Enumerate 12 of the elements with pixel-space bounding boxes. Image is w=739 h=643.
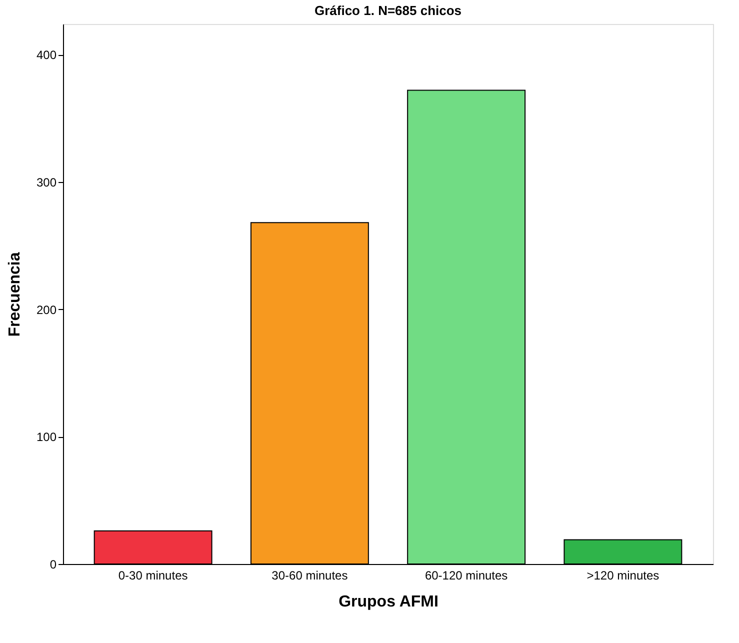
x-axis-title: Grupos AFMI	[338, 594, 438, 610]
x-tick-label: >120 minutes	[586, 568, 660, 582]
y-tick-label: 400	[36, 48, 57, 62]
x-tick-label: 30-60 minutes	[272, 568, 348, 582]
x-tick-label: 0-30 minutes	[118, 568, 188, 582]
chart-title: Gráfico 1. N=685 chicos	[314, 3, 462, 18]
y-tick-label: 200	[36, 302, 57, 317]
x-tick-label: 60-120 minutes	[424, 568, 508, 582]
y-tick-label: 300	[36, 175, 57, 190]
y-tick-label: 0	[50, 558, 57, 572]
y-axis-title: Frecuencia	[6, 252, 24, 337]
y-tick-label: 100	[36, 430, 57, 444]
